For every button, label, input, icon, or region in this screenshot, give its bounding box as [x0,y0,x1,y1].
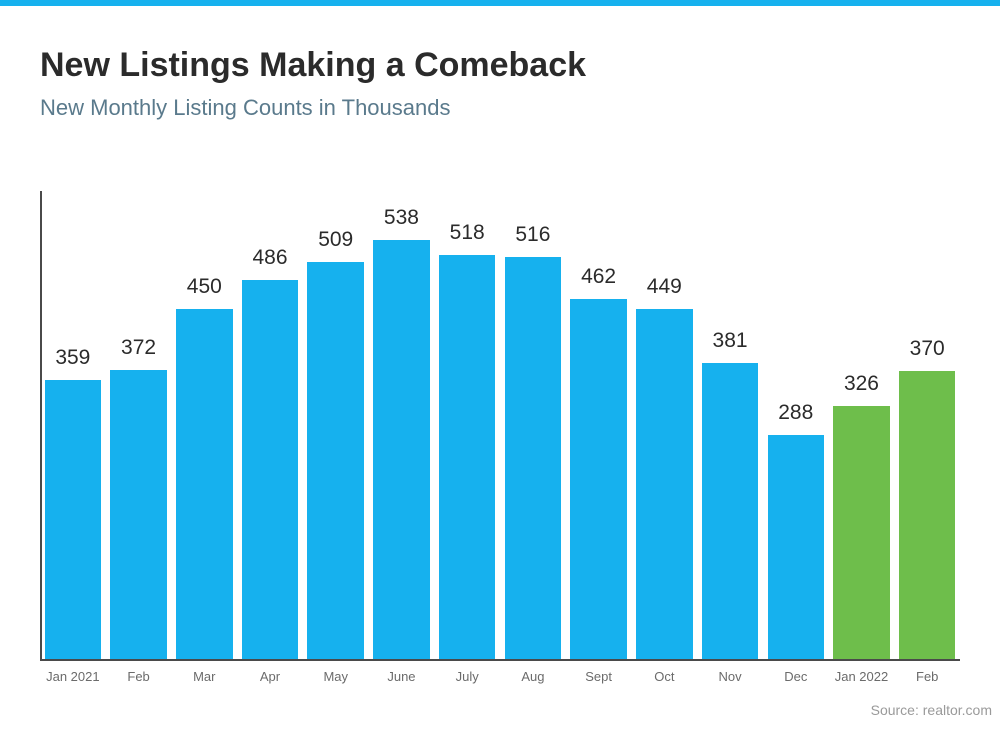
bar [899,371,956,661]
bar [45,380,102,661]
x-axis-label: Jan 2021 [40,669,106,684]
bar [439,255,496,661]
bar [242,280,299,661]
x-axis-label: June [369,669,435,684]
x-axis-label: May [303,669,369,684]
x-axis-label: Feb [106,669,172,684]
bar [570,299,627,661]
bar-slot: 516 [500,191,566,661]
bar-slot: 518 [434,191,500,661]
bar-value-label: 450 [171,275,237,299]
bar-slot: 538 [369,191,435,661]
bar [176,309,233,662]
chart-wrap: 359372 450486509538518516462449 381 288326 3… [40,191,960,684]
bar [307,262,364,661]
x-axis-label: Aug [500,669,566,684]
bar-value-label: 462 [566,265,632,289]
bar [110,370,167,661]
bar-value-label: 486 [237,246,303,270]
x-axis-label: Jan 2022 [829,669,895,684]
x-axis-label: Apr [237,669,303,684]
x-axis-label: Nov [697,669,763,684]
x-axis-label: Feb [894,669,960,684]
x-axis-labels: Jan 2021FebMarAprMayJuneJulyAugSeptOctNo… [40,669,960,684]
bar-value-label: 509 [303,228,369,252]
bar [768,435,825,661]
bar-value-label: 370 [894,337,960,361]
bar [373,240,430,661]
bar-value-label: 326 [829,372,895,396]
bar-value-label: 359 [40,346,106,370]
bar-value-label: 288 [763,401,829,425]
chart-area: 359372 450486509538518516462449 381 288326 3… [40,191,960,661]
page-subtitle: New Monthly Listing Counts in Thousands [40,95,960,121]
bar-slot: 486 [237,191,303,661]
x-axis-label: July [434,669,500,684]
bar-slot: 462 [566,191,632,661]
x-axis-label: Oct [631,669,697,684]
bar-value-label: 518 [434,221,500,245]
bar-slot: 359 [40,191,106,661]
bar-slot: 326 [829,191,895,661]
x-axis-label: Mar [171,669,237,684]
bar-slot: 381 [697,191,763,661]
bar-value-label: 381 [697,329,763,353]
bar-value-label: 516 [500,223,566,247]
bar-slot: 370 [894,191,960,661]
x-axis-label: Dec [763,669,829,684]
bar [833,406,890,661]
source-attribution: Source: realtor.com [40,702,1000,718]
bar [636,309,693,661]
bar-slot: 288 [763,191,829,661]
bar [505,257,562,661]
bar [702,363,759,661]
bar-slot: 372 [106,191,172,661]
bar-value-label: 449 [631,275,697,299]
bar-value-label: 372 [106,336,172,360]
bar-slot: 509 [303,191,369,661]
bars-row: 359372 450486509538518516462449 381 288326 3… [40,191,960,661]
bar-slot: 450 [171,191,237,661]
content-wrap: New Listings Making a Comeback New Month… [0,6,1000,728]
page-title: New Listings Making a Comeback [40,46,960,85]
bar-value-label: 538 [369,206,435,230]
axis-x [40,659,960,661]
bar-slot: 449 [631,191,697,661]
x-axis-label: Sept [566,669,632,684]
